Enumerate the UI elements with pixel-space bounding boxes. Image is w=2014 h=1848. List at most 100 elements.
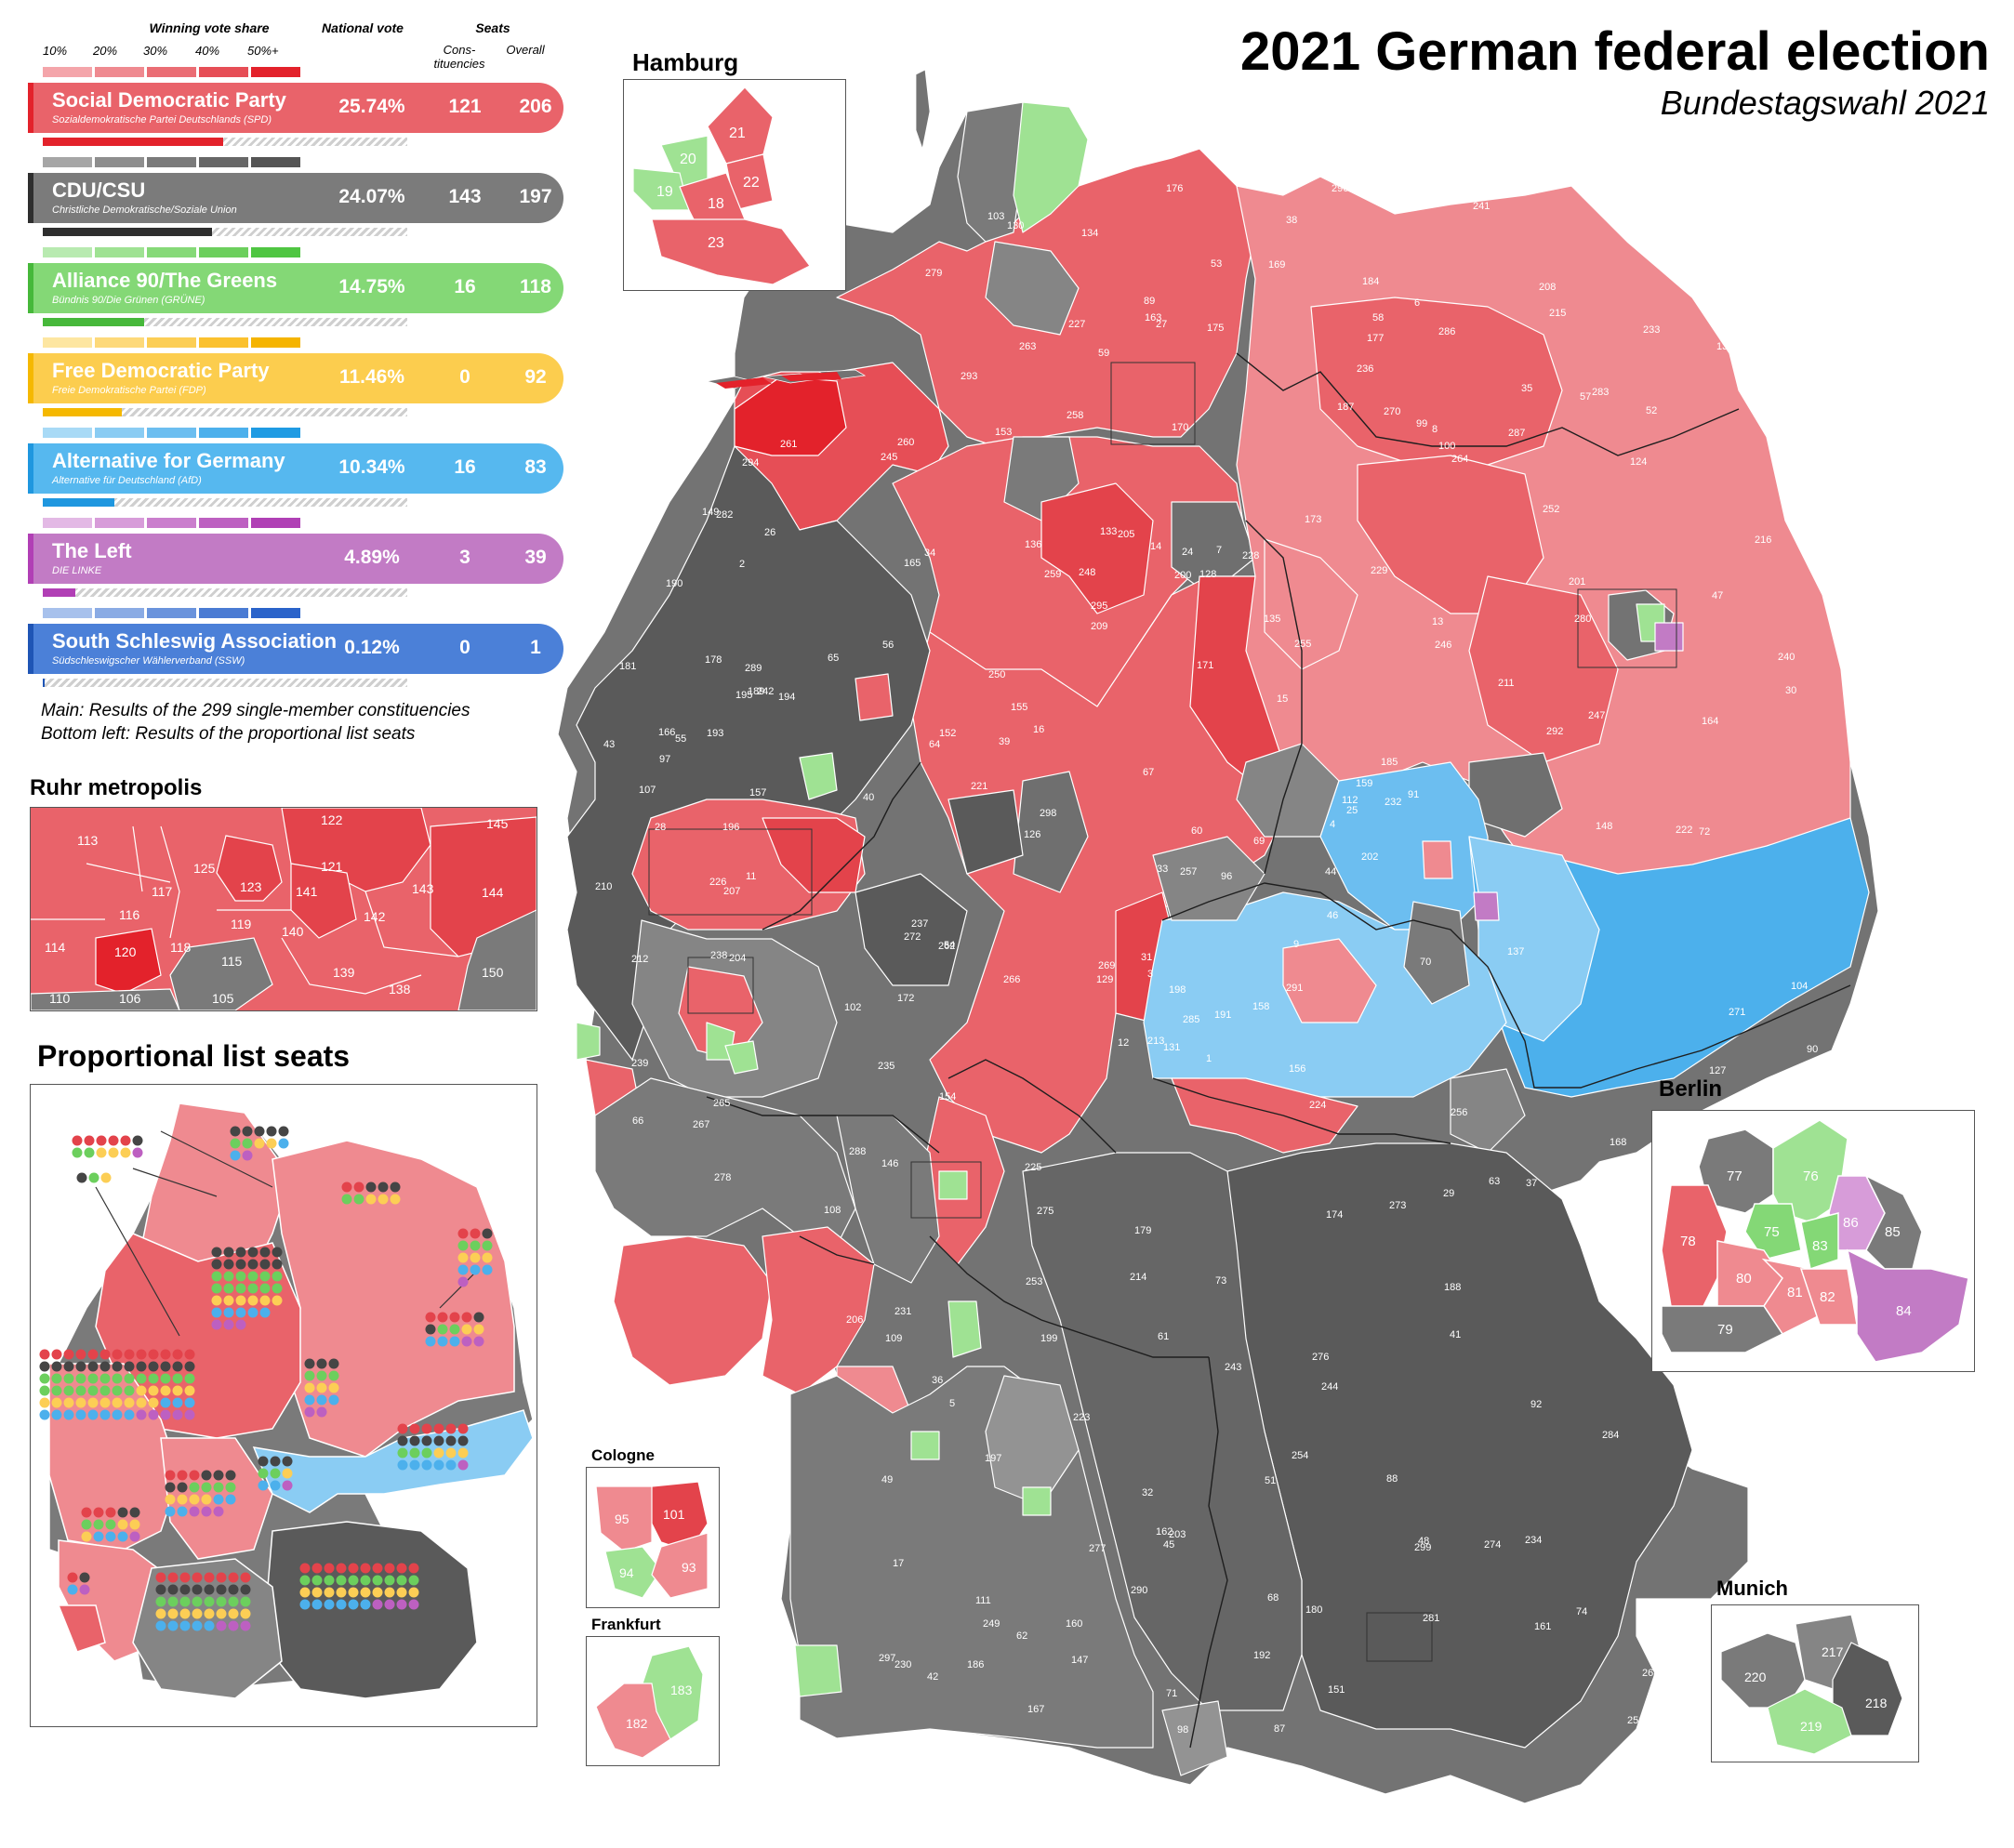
seat-dot: [228, 1620, 239, 1631]
constituency-label: 146: [881, 1158, 898, 1169]
party-list-share-fill: [43, 498, 114, 507]
seat-dot: [408, 1575, 419, 1586]
seat-dot: [258, 1468, 269, 1479]
island-sylt: [915, 69, 931, 151]
seat-dot: [51, 1373, 62, 1384]
seat-dot: [136, 1409, 147, 1420]
seat-dot: [230, 1126, 241, 1137]
hamburg-map: 21 20 22 19 18 23: [632, 86, 811, 285]
constituency-label: 11: [746, 871, 756, 882]
constituency-label: 102: [844, 1002, 861, 1013]
seat-dot: [136, 1361, 147, 1372]
constituency-label: 44: [1325, 866, 1336, 878]
constituency-label: 270: [1384, 406, 1400, 417]
legend-swatch: [147, 157, 196, 167]
seat-dot: [225, 1470, 236, 1481]
seat-dot: [63, 1373, 74, 1384]
seat-dot: [421, 1435, 432, 1446]
cgn-94: [604, 1546, 662, 1599]
constituency-label: 87: [1274, 1723, 1285, 1735]
seat-dot: [167, 1620, 179, 1631]
constituency-label: 268: [1642, 1668, 1659, 1679]
party-name: CDU/CSU: [52, 178, 146, 202]
constituency-label: 239: [631, 1058, 648, 1069]
seat-dot: [396, 1599, 407, 1610]
seat-dot: [124, 1361, 135, 1372]
seat-dot: [299, 1587, 311, 1598]
seat-dot: [259, 1247, 271, 1258]
seat-dot: [124, 1409, 135, 1420]
constituency-label: 111: [975, 1595, 991, 1606]
constituency-label: 17: [893, 1558, 904, 1569]
constituency-label: 238: [710, 950, 727, 961]
constituency-label: 35: [1521, 383, 1532, 394]
constituency-label: 207: [723, 886, 740, 897]
seat-dot: [81, 1507, 92, 1518]
seat-dot: [39, 1349, 50, 1360]
cologne-inset: 101 95 94 93: [586, 1467, 720, 1608]
constituency-label: 289: [745, 663, 762, 674]
seat-dot: [172, 1373, 183, 1384]
seat-dot: [437, 1312, 448, 1323]
constituency-label: 296: [1332, 183, 1348, 194]
constituency-label: 221: [971, 781, 987, 792]
region-green-281: [794, 1644, 842, 1697]
constituency-label: 92: [1530, 1399, 1542, 1410]
constituency-label: 135: [1264, 614, 1280, 625]
mun-219: [1767, 1688, 1852, 1755]
ruhr-constituency-label: 120: [114, 944, 137, 959]
constituency-label: 36: [932, 1375, 943, 1386]
seat-dot: [449, 1324, 460, 1335]
constituency-label: 42: [927, 1671, 938, 1683]
constituency-label: 4: [1330, 819, 1335, 830]
constituency-label: 148: [1596, 821, 1612, 832]
constituency-label: 163: [1145, 312, 1161, 323]
legend-swatch: [199, 518, 248, 528]
seat-dot: [328, 1370, 339, 1381]
seat-dot: [148, 1349, 159, 1360]
seat-dot: [235, 1283, 246, 1294]
seat-dot: [39, 1373, 50, 1384]
seat-dot: [172, 1397, 183, 1408]
ruhr-constituency-label: 140: [282, 924, 304, 939]
seat-dot: [470, 1252, 481, 1263]
seat-dot: [235, 1319, 246, 1330]
seat-dot: [184, 1385, 195, 1396]
seat-dot: [148, 1385, 159, 1396]
cgn-label-101: 101: [663, 1507, 685, 1522]
party-native-name: Christliche Demokratische/Soziale Union: [52, 205, 237, 216]
seat-dot: [396, 1587, 407, 1598]
constituency-label: 153: [995, 427, 1012, 438]
constituency-label: 71: [1166, 1688, 1177, 1699]
seat-dot: [230, 1138, 241, 1149]
party-constituency-seats: 16: [454, 276, 476, 297]
seat-dot: [105, 1519, 116, 1530]
note-bottom-left: Bottom left: Results of the proportional…: [41, 724, 416, 744]
region-north-green-1: [1013, 101, 1089, 233]
region-green-274: [947, 1300, 982, 1358]
note-main: Main: Results of the 299 single-member c…: [41, 701, 470, 720]
legend-party-row: Social Democratic Party Sozialdemokratisc…: [28, 83, 563, 133]
ruhr-inset: 113 122 145 121 125 117 123 141 143 144 116 142 119 1…: [30, 807, 537, 1011]
seat-dot: [75, 1397, 86, 1408]
constituency-label: 154: [939, 1091, 956, 1102]
seat-dot: [433, 1447, 444, 1459]
seat-dot: [155, 1608, 166, 1619]
region-left-153: [1473, 891, 1500, 921]
constituency-label: 68: [1267, 1592, 1279, 1604]
constituency-label: 97: [659, 754, 670, 765]
seat-dot: [117, 1507, 128, 1518]
seat-dot: [384, 1587, 395, 1598]
constituency-label: 100: [1438, 441, 1455, 452]
seat-dot: [445, 1459, 457, 1471]
region-ls-35: [1040, 482, 1154, 614]
constituency-label: 248: [1079, 567, 1095, 578]
seat-dot: [216, 1608, 227, 1619]
party-list-share-fill: [43, 679, 45, 687]
constituency-label: 98: [1177, 1724, 1188, 1736]
seat-dot: [105, 1531, 116, 1542]
constituency-label: 280: [1574, 614, 1591, 625]
legend-swatch: [251, 157, 300, 167]
seat-dot: [165, 1482, 176, 1493]
